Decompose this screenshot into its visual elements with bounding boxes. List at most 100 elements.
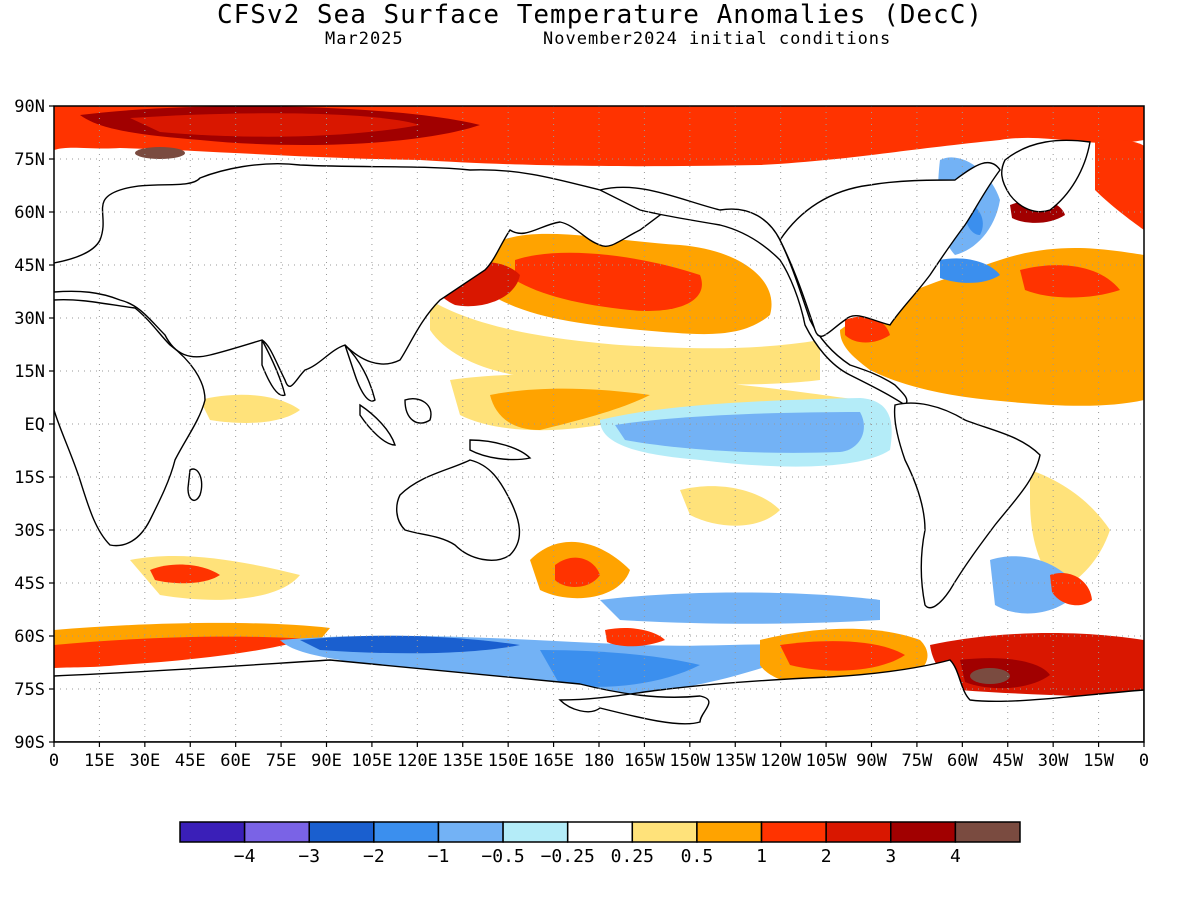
colorbar-swatch — [954, 821, 1021, 843]
land-canada-us — [779, 161, 1001, 337]
anomaly-natl-red — [1020, 265, 1120, 298]
anomaly-so-pac-deep — [300, 635, 520, 654]
land-borneo — [404, 398, 432, 424]
land-se-asia — [344, 344, 376, 402]
land-india — [261, 339, 286, 397]
lon-label: 0 — [49, 751, 59, 771]
colorbar-tick-label: 4 — [950, 846, 961, 867]
anomaly-spac-blue — [600, 592, 880, 624]
colorbar-tick-label: −3 — [298, 846, 320, 867]
anomaly-gulf-stream-blue — [940, 258, 1000, 283]
lon-label: 0 — [1139, 751, 1149, 771]
lon-label: 165E — [533, 751, 574, 771]
lon-label: 90W — [856, 751, 887, 771]
lon-label: 135W — [715, 751, 757, 771]
anomaly-so-west-orange — [54, 622, 330, 645]
land-new-guinea — [469, 439, 532, 461]
anomaly-npac-yellow — [430, 300, 820, 385]
colorbar: −4 −3 −2 −1 −0.5 −0.25 0.25 0.5 1 2 3 4 — [179, 821, 1021, 867]
colorbar-swatch — [243, 821, 310, 843]
colorbar-tick-label: −0.5 — [481, 846, 524, 867]
lat-label: 45S — [14, 574, 45, 594]
lat-label: 15S — [14, 468, 45, 488]
anomaly-arctic-hot2 — [130, 113, 420, 137]
lon-label: 180 — [584, 751, 615, 771]
land-greenland — [1001, 139, 1091, 213]
colorbar-swatch — [308, 821, 375, 843]
anomaly-wpac-orange — [490, 388, 650, 430]
lon-label: 30W — [1038, 751, 1069, 771]
land-eurasia — [54, 162, 662, 387]
lat-label: 90S — [14, 733, 45, 753]
land-africa — [54, 298, 206, 547]
anomaly-field — [54, 106, 1144, 700]
anomaly-spac-yellow — [680, 486, 780, 526]
land-antarctica — [54, 659, 1144, 742]
colorbar-swatch — [631, 821, 698, 843]
colorbar-swatch — [437, 821, 504, 843]
lat-label: 60N — [14, 203, 45, 223]
lat-label: 60S — [14, 627, 45, 647]
anomaly-satl-yellow — [1030, 470, 1110, 590]
lon-label: 15E — [84, 751, 115, 771]
anomaly-eqpac-blue — [615, 412, 864, 453]
lon-label: 120W — [760, 751, 802, 771]
anomaly-so-pac-red — [605, 628, 665, 647]
lon-label: 75W — [902, 751, 933, 771]
colorbar-swatch — [373, 821, 440, 843]
lat-label: 75S — [14, 680, 45, 700]
colorbar-tick-label: 1 — [756, 846, 767, 867]
colorbar-tick-label: −1 — [428, 846, 450, 867]
colorbar-swatch — [696, 821, 763, 843]
lon-label: 90E — [311, 751, 342, 771]
colorbar-swatch — [179, 821, 246, 843]
lat-label: 15N — [14, 362, 45, 382]
land-australia — [396, 459, 521, 561]
anomaly-io-red — [150, 564, 220, 584]
anomaly-weddell-max — [970, 668, 1010, 684]
lon-label: 15W — [1083, 751, 1114, 771]
continents — [54, 139, 1144, 742]
anomaly-npac-red — [515, 252, 702, 311]
lon-label: 30E — [129, 751, 160, 771]
land-south-america — [893, 402, 1041, 609]
lat-label: 30N — [14, 309, 45, 329]
lon-label: 45E — [175, 751, 206, 771]
lat-label: 90N — [14, 97, 45, 117]
lat-label: EQ — [25, 415, 45, 435]
anomaly-so-ross-blue — [540, 650, 700, 687]
initial-conditions-label: November2024 initial conditions — [543, 29, 892, 49]
lon-label: 60E — [220, 751, 251, 771]
lon-label: 75E — [266, 751, 297, 771]
colorbar-tick-label: −2 — [363, 846, 385, 867]
valid-month-label: Mar2025 — [325, 29, 404, 49]
latitude-axis: 90N 75N 60N 45N 30N 15N EQ 15S 30S 45S 60S 75S 90S — [14, 97, 54, 753]
land-sumatra — [359, 403, 396, 446]
colorbar-tick-label: −4 — [234, 846, 256, 867]
colorbar-tick-label: −0.25 — [541, 846, 595, 867]
anomaly-satl-blue — [990, 556, 1080, 614]
lon-label: 135E — [442, 751, 483, 771]
colorbar-swatch — [825, 821, 892, 843]
graticule-meridians — [98, 106, 1100, 742]
anomaly-gom-red — [845, 316, 890, 343]
colorbar-swatch — [760, 821, 827, 843]
map-title: CFSv2 Sea Surface Temperature Anomalies … — [216, 0, 984, 30]
colorbar-tick-label: 2 — [821, 846, 832, 867]
lon-label: 60W — [947, 751, 978, 771]
colorbar-swatch — [502, 821, 569, 843]
lon-label: 165W — [624, 751, 666, 771]
anomaly-satl-red — [1050, 572, 1092, 606]
lat-label: 30S — [14, 521, 45, 541]
lon-label: 105W — [806, 751, 848, 771]
colorbar-tick-label: 3 — [885, 846, 896, 867]
colorbar-swatch — [566, 821, 634, 843]
lon-label: 150W — [669, 751, 711, 771]
lat-label: 45N — [14, 256, 45, 276]
anomaly-io-yellow — [200, 394, 300, 423]
anomaly-so-amundsen-red — [780, 641, 905, 671]
anomaly-nz-red — [555, 557, 600, 587]
lon-label: 150E — [488, 751, 529, 771]
lat-label: 75N — [14, 150, 45, 170]
